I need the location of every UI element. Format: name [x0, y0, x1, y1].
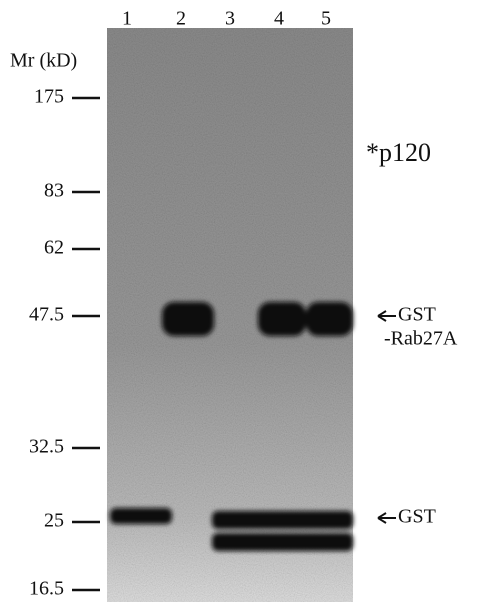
band	[110, 508, 172, 524]
band	[258, 302, 306, 336]
lane-label: 1	[122, 8, 132, 30]
bands	[110, 302, 353, 551]
lane-label: 4	[274, 8, 284, 30]
p120-label: *p120	[366, 138, 431, 167]
marker-label: 83	[44, 180, 64, 202]
marker-label: 175	[34, 86, 64, 108]
marker-label: 62	[44, 237, 64, 259]
gst-rab27a-label: -Rab27A	[384, 328, 458, 350]
gst-label: GST	[398, 506, 436, 528]
band	[212, 511, 353, 529]
marker-label: 25	[44, 510, 64, 532]
arrow	[377, 512, 396, 524]
lane-label: 5	[321, 8, 331, 30]
lane-label: 2	[176, 8, 186, 30]
marker-label: 32.5	[29, 436, 64, 458]
mr-label: Mr (kD)	[10, 50, 77, 72]
gst-rab27a-label: GST	[398, 304, 436, 326]
annotations: *p120 GST -Rab27A GST	[366, 138, 458, 528]
marker-label: 47.5	[29, 304, 64, 326]
lane-labels: 1 2 3 4 5	[122, 8, 331, 30]
band	[212, 533, 353, 551]
band	[306, 302, 353, 336]
arrow	[377, 310, 396, 322]
lane-label: 3	[225, 8, 235, 30]
markers: 175 83 62 47.5 32.5 25 16.5	[29, 86, 100, 600]
gel	[107, 28, 353, 602]
band	[162, 302, 214, 336]
marker-label: 16.5	[29, 578, 64, 600]
